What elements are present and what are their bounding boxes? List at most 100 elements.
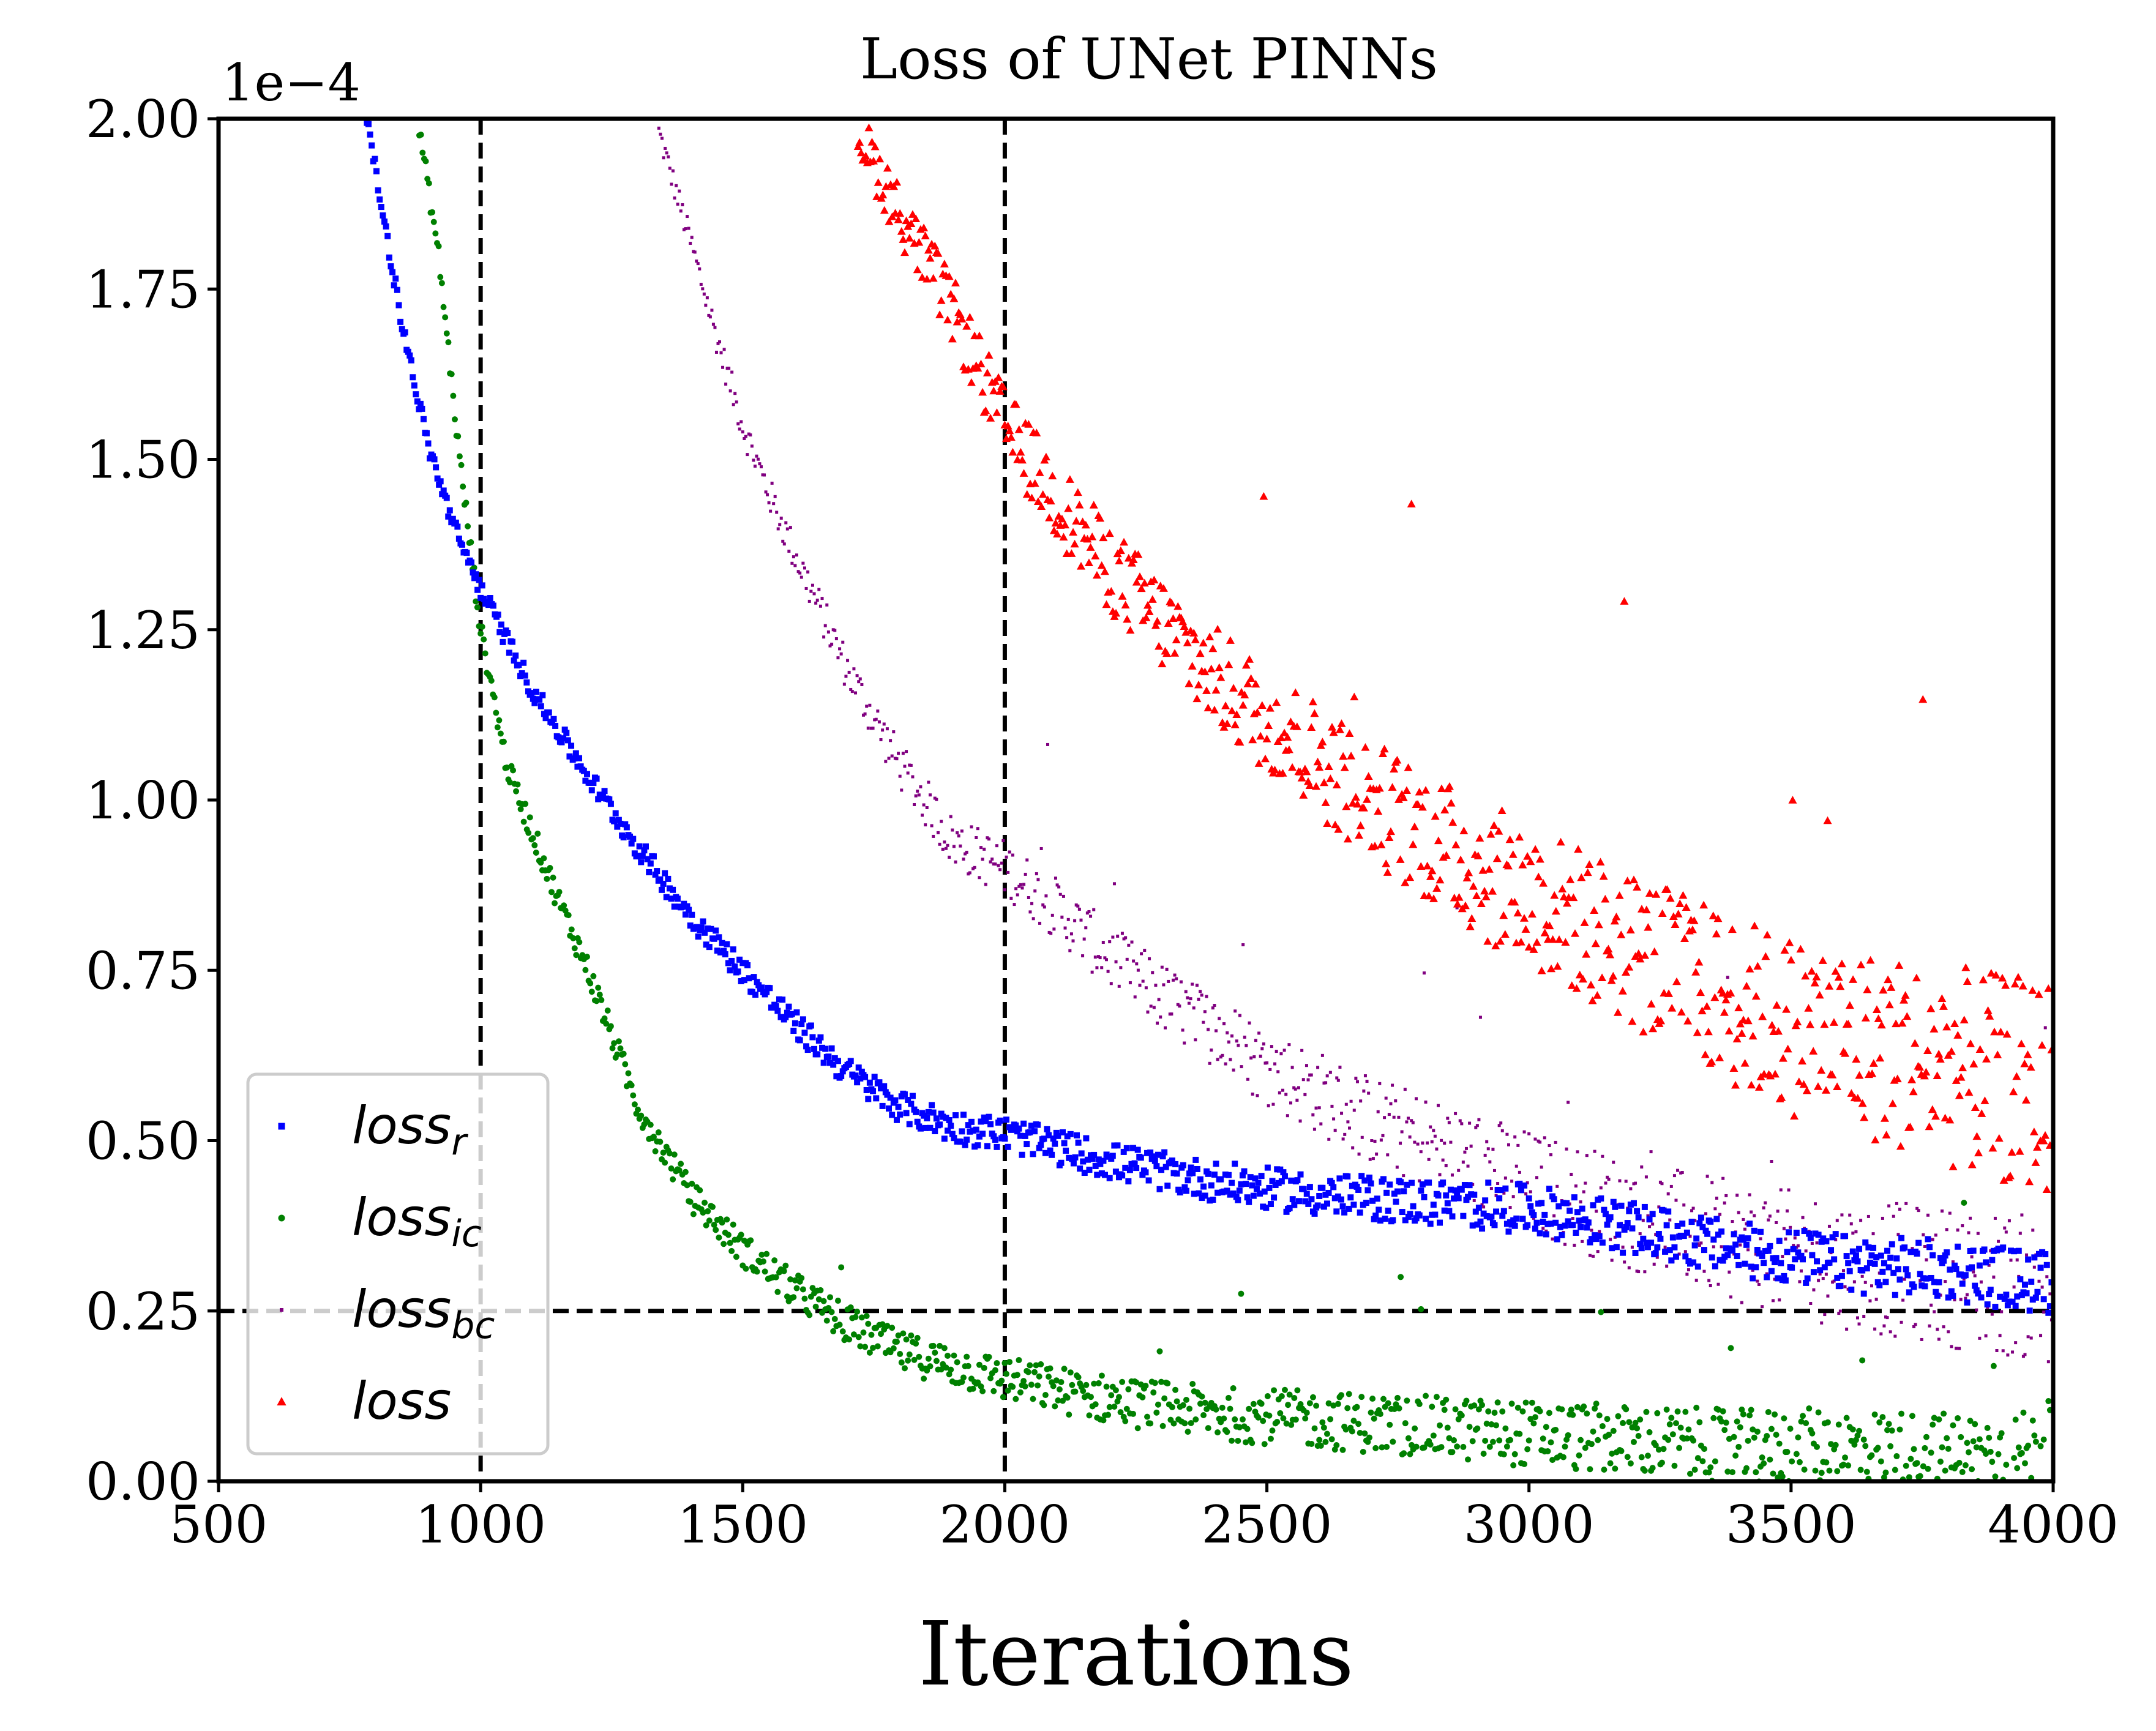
marker-square xyxy=(1969,1264,1975,1271)
marker-square xyxy=(1778,1260,1784,1266)
marker-circle xyxy=(1235,1437,1241,1444)
marker-square xyxy=(971,1143,978,1150)
marker-triangle xyxy=(2018,981,2027,990)
marker-square xyxy=(976,1133,983,1140)
marker-pixel xyxy=(693,250,697,254)
marker-circle xyxy=(1906,1474,1912,1481)
marker-pixel xyxy=(1373,1140,1377,1143)
marker-pixel xyxy=(736,422,740,425)
marker-triangle xyxy=(1783,1044,1792,1053)
marker-pixel xyxy=(831,628,835,632)
marker-square xyxy=(2023,1290,2030,1296)
marker-pixel xyxy=(1200,993,1203,997)
marker-circle xyxy=(1851,1441,1858,1448)
marker-circle xyxy=(1986,1434,1993,1441)
marker-pixel xyxy=(1394,1099,1398,1102)
marker-circle xyxy=(924,1367,930,1374)
marker-pixel xyxy=(1776,1209,1780,1213)
marker-pixel xyxy=(1477,1118,1481,1121)
marker-square xyxy=(1125,1178,1132,1184)
marker-pixel xyxy=(916,789,919,793)
marker-square xyxy=(1239,1172,1246,1179)
marker-pixel xyxy=(815,599,819,602)
marker-circle xyxy=(1451,1437,1458,1443)
marker-circle xyxy=(1835,1421,1842,1428)
marker-pixel xyxy=(1502,1191,1506,1195)
marker-circle xyxy=(895,1332,902,1339)
marker-square xyxy=(504,630,511,637)
marker-square xyxy=(1604,1221,1611,1228)
marker-square xyxy=(1047,1147,1054,1154)
marker-circle xyxy=(1215,1429,1221,1436)
marker-square xyxy=(2039,1249,2046,1255)
marker-circle xyxy=(430,219,437,225)
marker-triangle xyxy=(1481,892,1491,900)
marker-pixel xyxy=(807,599,811,603)
marker-triangle xyxy=(1115,556,1124,565)
marker-circle xyxy=(946,1371,953,1378)
marker-circle xyxy=(1181,1420,1188,1427)
marker-pixel xyxy=(1367,1091,1371,1095)
marker-square xyxy=(1981,1246,1988,1253)
marker-square xyxy=(1133,1165,1140,1172)
marker-pixel xyxy=(1165,967,1169,971)
marker-square xyxy=(1718,1228,1725,1235)
marker-square xyxy=(509,638,516,645)
marker-circle xyxy=(1516,1430,1523,1437)
marker-square xyxy=(984,1143,990,1150)
marker-circle xyxy=(435,243,442,250)
marker-square xyxy=(399,326,405,332)
marker-square xyxy=(420,416,427,422)
marker-pixel xyxy=(1262,1042,1265,1046)
marker-circle xyxy=(1325,1400,1332,1407)
marker-square xyxy=(391,282,397,289)
marker-triangle xyxy=(1790,1112,1799,1120)
marker-triangle xyxy=(1462,873,1472,881)
marker-triangle xyxy=(1633,883,1642,891)
marker-circle xyxy=(1188,1419,1194,1426)
marker-triangle xyxy=(1308,697,1317,706)
legend-label: loss xyxy=(352,1371,451,1431)
marker-pixel xyxy=(1128,981,1132,985)
marker-square xyxy=(1674,1222,1681,1229)
marker-pixel xyxy=(1912,1325,1916,1328)
marker-circle xyxy=(1466,1424,1473,1430)
marker-pixel xyxy=(676,203,679,206)
marker-square xyxy=(1005,1143,1011,1150)
marker-square xyxy=(1451,1195,1458,1202)
marker-square xyxy=(1713,1216,1720,1222)
marker-square xyxy=(1846,1268,1853,1274)
marker-triangle xyxy=(1145,607,1154,615)
marker-square xyxy=(1750,1275,1756,1282)
marker-pixel xyxy=(1430,1140,1434,1143)
marker-circle xyxy=(1573,1465,1579,1472)
marker-square xyxy=(1784,1249,1791,1255)
marker-square xyxy=(941,1135,948,1142)
marker-pixel xyxy=(1920,1337,1923,1341)
marker-circle xyxy=(1632,1419,1639,1426)
marker-circle xyxy=(1083,1381,1090,1388)
marker-circle xyxy=(1909,1413,1915,1419)
marker-triangle xyxy=(1172,635,1181,644)
legend-label-sub: r xyxy=(451,1121,468,1164)
marker-pixel xyxy=(2020,1213,2024,1217)
marker-square xyxy=(495,611,501,618)
marker-pixel xyxy=(1443,1142,1447,1145)
marker-pixel xyxy=(738,427,741,431)
marker-triangle xyxy=(1836,982,1845,990)
marker-square xyxy=(830,1061,837,1068)
marker-triangle xyxy=(1402,786,1411,794)
marker-circle xyxy=(1699,1458,1706,1465)
marker-square xyxy=(1521,1182,1528,1189)
marker-square xyxy=(1066,1154,1072,1161)
marker-pixel xyxy=(1838,1309,1842,1313)
marker-square xyxy=(647,860,654,867)
marker-circle xyxy=(1596,1412,1603,1419)
marker-circle xyxy=(1444,1424,1451,1431)
marker-circle xyxy=(2003,1462,2010,1468)
marker-square xyxy=(1181,1184,1188,1191)
marker-pixel xyxy=(1595,1209,1598,1213)
marker-triangle xyxy=(908,210,917,218)
marker-triangle xyxy=(894,215,903,223)
marker-pixel xyxy=(881,728,885,732)
